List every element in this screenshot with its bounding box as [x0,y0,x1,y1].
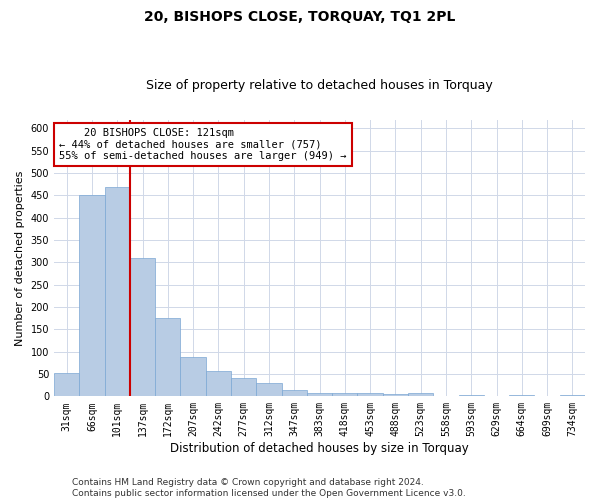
Text: Contains HM Land Registry data © Crown copyright and database right 2024.
Contai: Contains HM Land Registry data © Crown c… [72,478,466,498]
Bar [509,395,535,396]
Bar [181,357,206,397]
Text: 20, BISHOPS CLOSE, TORQUAY, TQ1 2PL: 20, BISHOPS CLOSE, TORQUAY, TQ1 2PL [145,10,455,24]
Bar [307,393,332,396]
Bar [155,318,181,396]
Bar [104,186,130,396]
Text: 20 BISHOPS CLOSE: 121sqm
← 44% of detached houses are smaller (757)
55% of semi-: 20 BISHOPS CLOSE: 121sqm ← 44% of detach… [59,128,347,161]
Bar [206,371,231,396]
Bar [458,395,484,396]
Bar [79,196,104,396]
Bar [130,258,155,396]
Bar [256,383,281,396]
X-axis label: Distribution of detached houses by size in Torquay: Distribution of detached houses by size … [170,442,469,455]
Bar [408,393,433,396]
Bar [281,390,307,396]
Bar [54,373,79,396]
Bar [231,378,256,396]
Title: Size of property relative to detached houses in Torquay: Size of property relative to detached ho… [146,79,493,92]
Y-axis label: Number of detached properties: Number of detached properties [15,170,25,346]
Bar [332,393,358,396]
Bar [383,394,408,396]
Bar [560,395,585,396]
Bar [358,393,383,396]
